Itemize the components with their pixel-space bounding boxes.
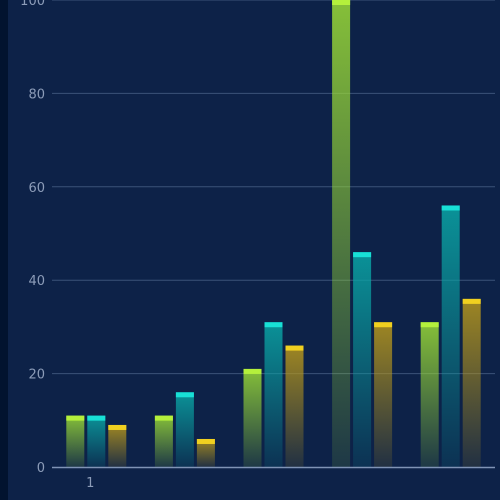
bars-group — [66, 0, 481, 468]
bar-cap — [87, 415, 106, 421]
chart-left-edge — [0, 0, 8, 500]
bar[interactable] — [243, 368, 262, 467]
bar[interactable] — [332, 0, 351, 467]
y-tick-labels: 0 20 40 60 80 100 — [20, 0, 45, 476]
bar-cap — [196, 438, 215, 444]
bar[interactable] — [441, 205, 460, 468]
bar-cap — [243, 368, 262, 374]
y-tick-label: 20 — [28, 368, 45, 383]
bar-cap — [420, 322, 439, 328]
bar-cap — [332, 0, 351, 5]
bar[interactable] — [108, 424, 127, 467]
bar-cap — [264, 322, 283, 328]
bar[interactable] — [196, 438, 215, 467]
bar[interactable] — [420, 322, 439, 467]
bar[interactable] — [175, 392, 194, 467]
y-tick-label: 60 — [28, 181, 45, 196]
bar-cap — [441, 205, 460, 211]
bar-cap — [353, 252, 372, 258]
x-tick-labels: 1 — [86, 476, 94, 491]
bar[interactable] — [87, 415, 106, 467]
y-tick-label: 0 — [37, 461, 45, 476]
y-tick-label: 80 — [28, 87, 45, 102]
x-tick-label: 1 — [86, 476, 94, 491]
bar[interactable] — [374, 322, 393, 467]
y-tick-label: 40 — [28, 274, 45, 289]
bar-cap — [66, 415, 85, 421]
bar-cap — [154, 415, 173, 421]
bar[interactable] — [154, 415, 173, 467]
bar-cap — [108, 424, 127, 430]
bar[interactable] — [462, 298, 481, 467]
bar[interactable] — [285, 345, 304, 467]
bar-cap — [462, 298, 481, 304]
bar-cap — [175, 392, 194, 398]
bar-cap — [285, 345, 304, 351]
y-tick-label: 100 — [20, 0, 45, 9]
bar-cap — [374, 322, 393, 328]
bar[interactable] — [353, 252, 372, 467]
bar[interactable] — [66, 415, 85, 467]
bar[interactable] — [264, 322, 283, 467]
